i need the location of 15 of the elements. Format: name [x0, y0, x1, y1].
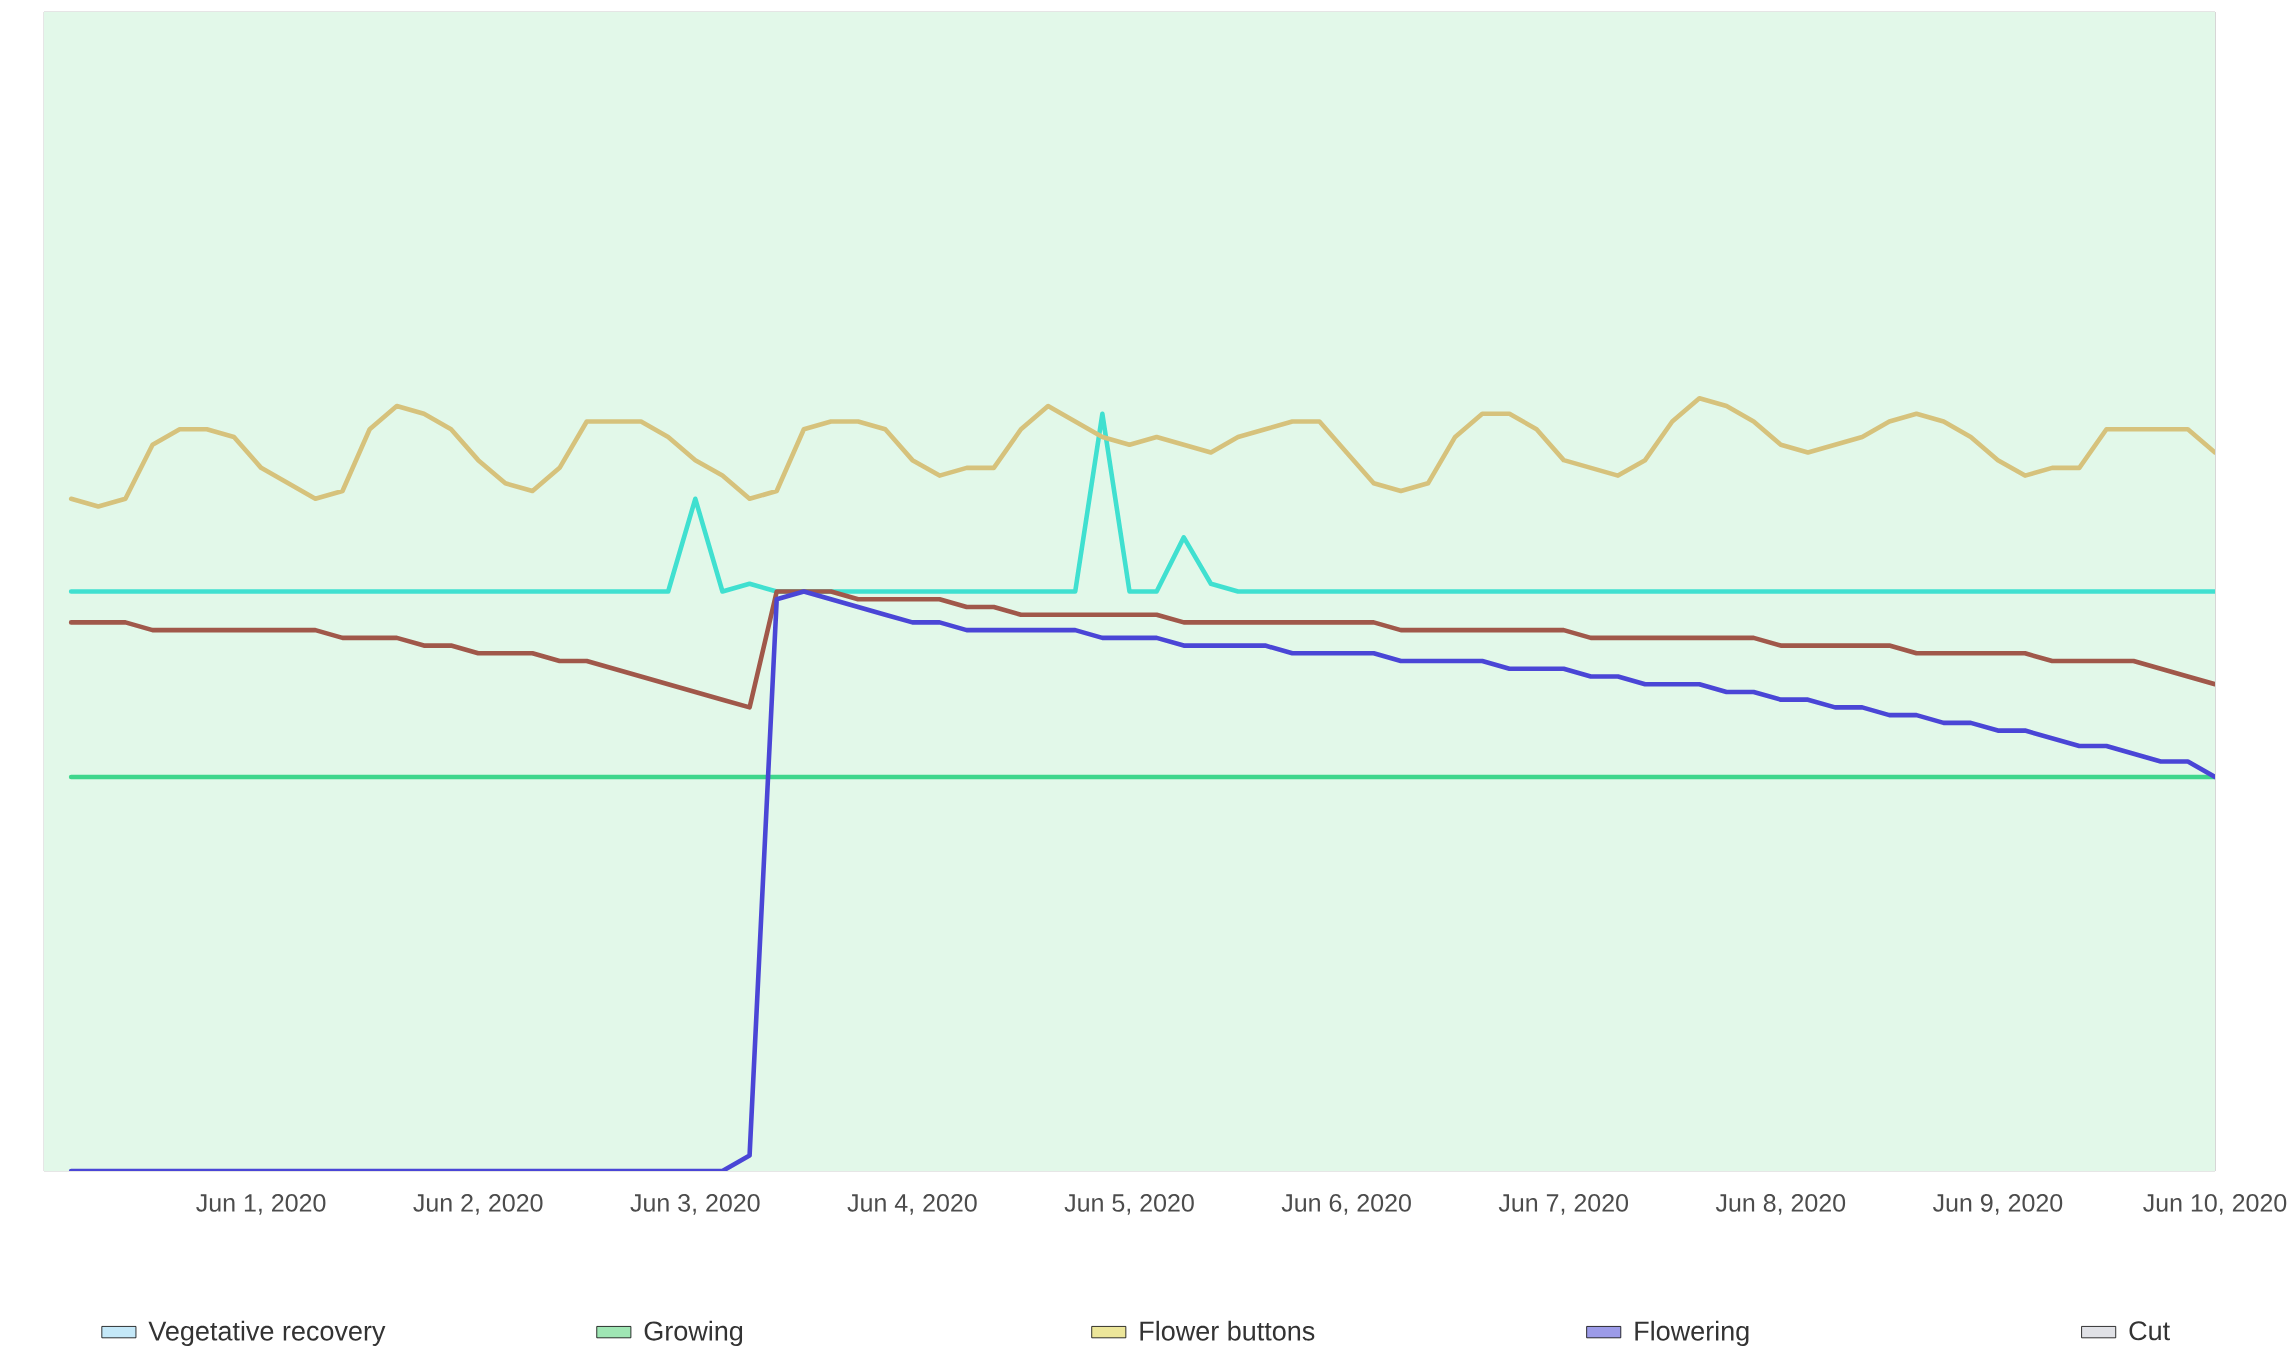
x-tick-label: Jun 6, 2020: [1281, 1194, 1411, 1215]
x-tick-label: Jun 2, 2020: [413, 1194, 543, 1215]
x-tick-label: Jun 10, 2020: [2143, 1194, 2287, 1215]
x-tick-label: Jun 9, 2020: [1932, 1194, 2063, 1215]
legend-label: Vegetative recovery: [148, 1320, 386, 1347]
x-tick-label: Jun 7, 2020: [1498, 1194, 1629, 1215]
x-tick-label: Jun 1, 2020: [196, 1194, 326, 1215]
legend-label: Cut: [2129, 1321, 2170, 1341]
legend-label: Growing: [644, 1320, 743, 1347]
x-tick-label: Jun 3, 2020: [630, 1194, 760, 1215]
x-tick-label: Jun 4, 2020: [847, 1194, 977, 1215]
x-tick-label: Jun 5, 2020: [1064, 1194, 1194, 1215]
legend-label: Flowering: [1635, 1320, 1749, 1347]
x-tick-label: Jun 8, 2020: [1715, 1194, 1846, 1215]
legend-label: Flower buttons: [1140, 1320, 1315, 1341]
